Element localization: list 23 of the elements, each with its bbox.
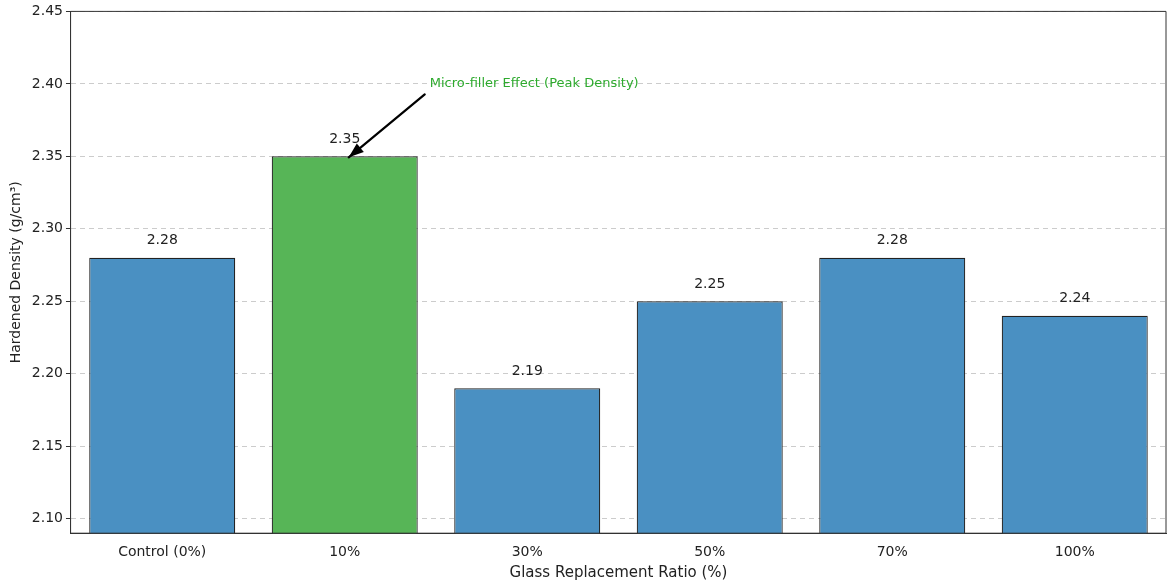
y-axis-title: Hardened Density (g/cm³) — [7, 181, 24, 364]
data-label: 2.19 — [511, 361, 543, 378]
data-label: 2.35 — [329, 129, 361, 146]
x-tick-label: 50% — [694, 543, 726, 560]
y-tick-label: 2.45 — [31, 2, 63, 19]
data-label: 2.28 — [876, 231, 908, 248]
y-tick-label: 2.20 — [31, 364, 63, 381]
y-tick-label: 2.10 — [31, 509, 63, 526]
x-tick-label: 30% — [511, 543, 543, 560]
y-tick-label: 2.35 — [31, 146, 63, 163]
y-tick-label: 2.40 — [31, 74, 63, 91]
x-tick-label: 70% — [876, 543, 908, 560]
data-label: 2.25 — [694, 274, 726, 291]
y-tick-label: 2.25 — [31, 291, 63, 308]
y-tick-label: 2.30 — [31, 219, 63, 236]
y-tick-label: 2.15 — [31, 436, 63, 453]
x-tick-label: 100% — [1054, 543, 1095, 560]
x-tick-label: 10% — [329, 543, 361, 560]
annotation: Micro-filler Effect (Peak Density) — [429, 75, 639, 91]
data-label: 2.28 — [146, 231, 178, 248]
x-tick-label: Control (0%) — [118, 543, 207, 560]
data-label: 2.24 — [1059, 289, 1091, 306]
x-axis-title: Glass Replacement Ratio (%) — [509, 562, 728, 581]
